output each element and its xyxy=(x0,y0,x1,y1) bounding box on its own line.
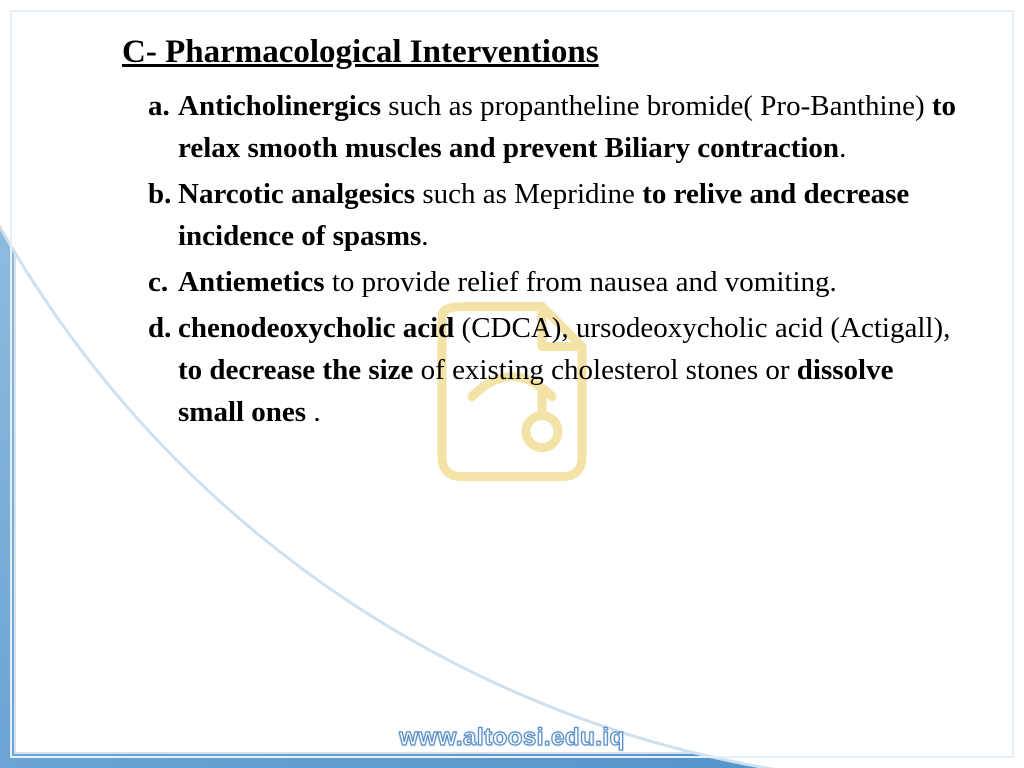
list-item: a.Anticholinergics such as propantheline… xyxy=(178,85,964,169)
text-run: to decrease the size xyxy=(178,354,413,386)
text-run: to provide relief from nausea and vomiti… xyxy=(325,266,837,298)
text-run: . xyxy=(421,220,428,252)
text-run: of existing cholesterol stones or xyxy=(413,354,796,386)
content-area: C- Pharmacological Interventions a.Antic… xyxy=(122,34,964,437)
list-item: b.Narcotic analgesics such as Mepridine … xyxy=(178,173,964,257)
section-heading: C- Pharmacological Interventions xyxy=(122,34,964,71)
list-marker: d. xyxy=(148,307,178,349)
footer-url: www.altoosi.edu.iq xyxy=(399,724,624,752)
text-run: chenodeoxycholic acid xyxy=(178,312,454,344)
list-item: c.Antiemetics to provide relief from nau… xyxy=(178,261,964,303)
text-run: Anticholinergics xyxy=(178,90,381,122)
text-run: . xyxy=(306,396,321,428)
list-marker: a. xyxy=(148,85,178,127)
text-run: such as Mepridine xyxy=(415,178,642,210)
text-run: Antiemetics xyxy=(178,266,325,298)
text-run: (CDCA), ursodeoxycholic acid (Actigall), xyxy=(454,312,950,344)
list-item: d.chenodeoxycholic acid (CDCA), ursodeox… xyxy=(178,307,964,433)
ordered-list: a.Anticholinergics such as propantheline… xyxy=(122,85,964,433)
list-marker: c. xyxy=(148,261,178,303)
text-run: Narcotic analgesics xyxy=(178,178,415,210)
slide: C- Pharmacological Interventions a.Antic… xyxy=(0,0,1024,768)
text-run: such as propantheline bromide( Pro-Banth… xyxy=(381,90,932,122)
text-run: . xyxy=(839,132,846,164)
list-marker: b. xyxy=(148,173,178,215)
